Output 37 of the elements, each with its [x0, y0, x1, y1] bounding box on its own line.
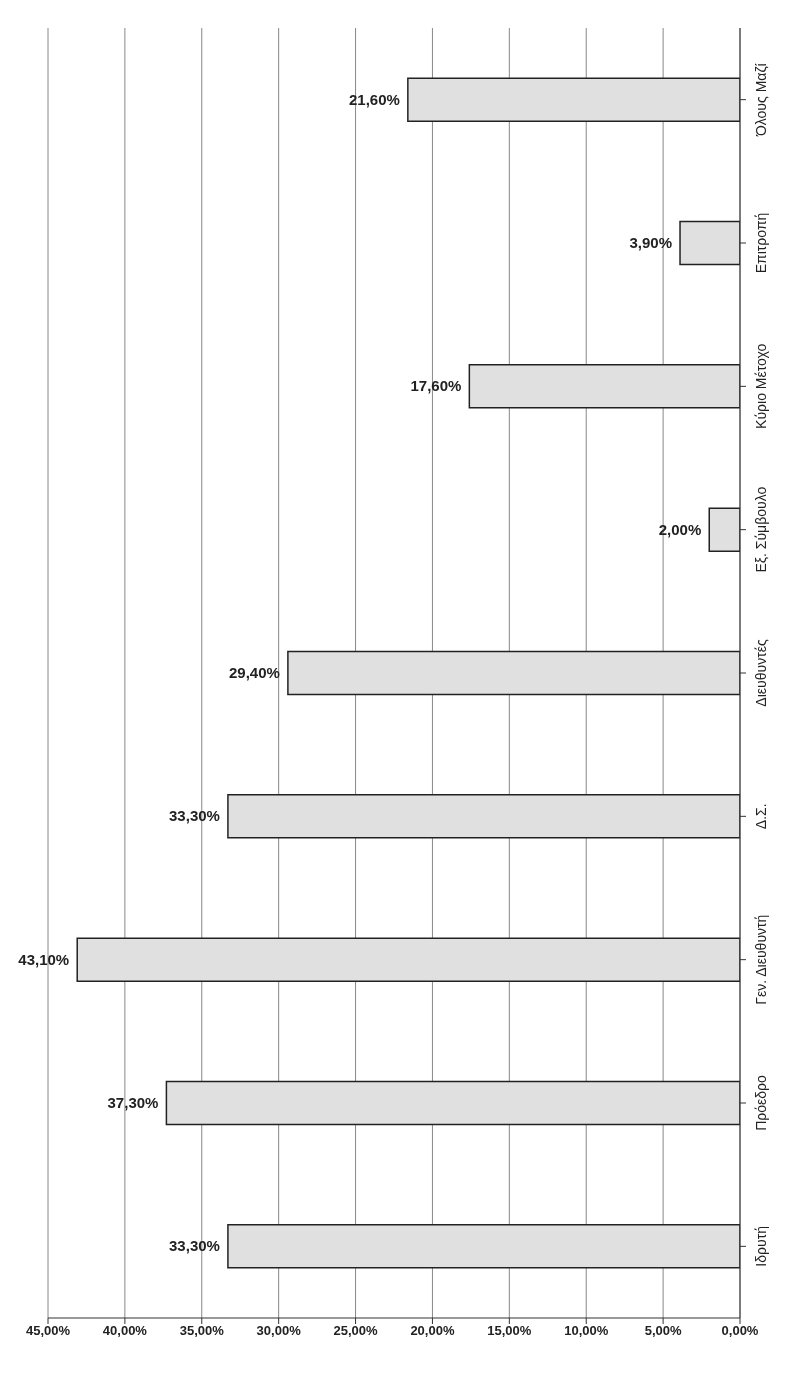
x-tick-label: 45,00%	[25, 1323, 71, 1339]
data-label: 21,60%	[348, 90, 400, 108]
bar	[227, 794, 740, 839]
bar	[407, 77, 740, 122]
data-label: 29,40%	[229, 664, 280, 681]
x-tick-label: 25,00%	[333, 1323, 379, 1339]
y-tick-label: Επιτροπή	[753, 212, 769, 274]
y-tick-label: Διευθυντές	[753, 639, 769, 707]
bar	[468, 364, 740, 409]
bar	[287, 650, 740, 696]
y-tick-label: Πρόεδρο	[753, 1074, 769, 1131]
data-label: 3,90%	[629, 234, 673, 251]
y-tick-label: Ιδρυτή	[753, 1226, 769, 1267]
bar	[679, 220, 740, 266]
bar	[165, 1080, 740, 1126]
x-tick-label: 5,00%	[644, 1323, 682, 1339]
y-tick-label: Γεν. Διευθυντή	[753, 914, 769, 1005]
bar	[227, 1224, 740, 1269]
y-tick-label: Δ.Σ.	[753, 803, 769, 830]
data-label: 2,00%	[658, 520, 702, 538]
x-tick-label: 40,00%	[102, 1323, 148, 1339]
bar	[708, 507, 740, 552]
x-tick-label: 20,00%	[410, 1323, 455, 1339]
x-tick-label: 0,00%	[721, 1323, 759, 1339]
data-label: 37,30%	[107, 1094, 159, 1111]
y-tick-label: Εξ. Σύμβουλο	[753, 486, 769, 573]
x-tick-label: 30,00%	[256, 1323, 302, 1339]
y-tick-label: Όλους Μαζί	[753, 63, 769, 138]
bar	[76, 937, 740, 982]
x-tick-label: 10,00%	[564, 1323, 609, 1339]
x-tick-label: 15,00%	[487, 1323, 532, 1339]
data-label: 33,30%	[169, 807, 220, 825]
data-label: 33,30%	[169, 1237, 220, 1255]
data-label: 17,60%	[410, 377, 462, 395]
y-tick-label: Κύριο Μέτοχο	[753, 343, 769, 429]
x-tick-label: 35,00%	[179, 1323, 225, 1339]
data-label: 43,10%	[18, 950, 70, 968]
